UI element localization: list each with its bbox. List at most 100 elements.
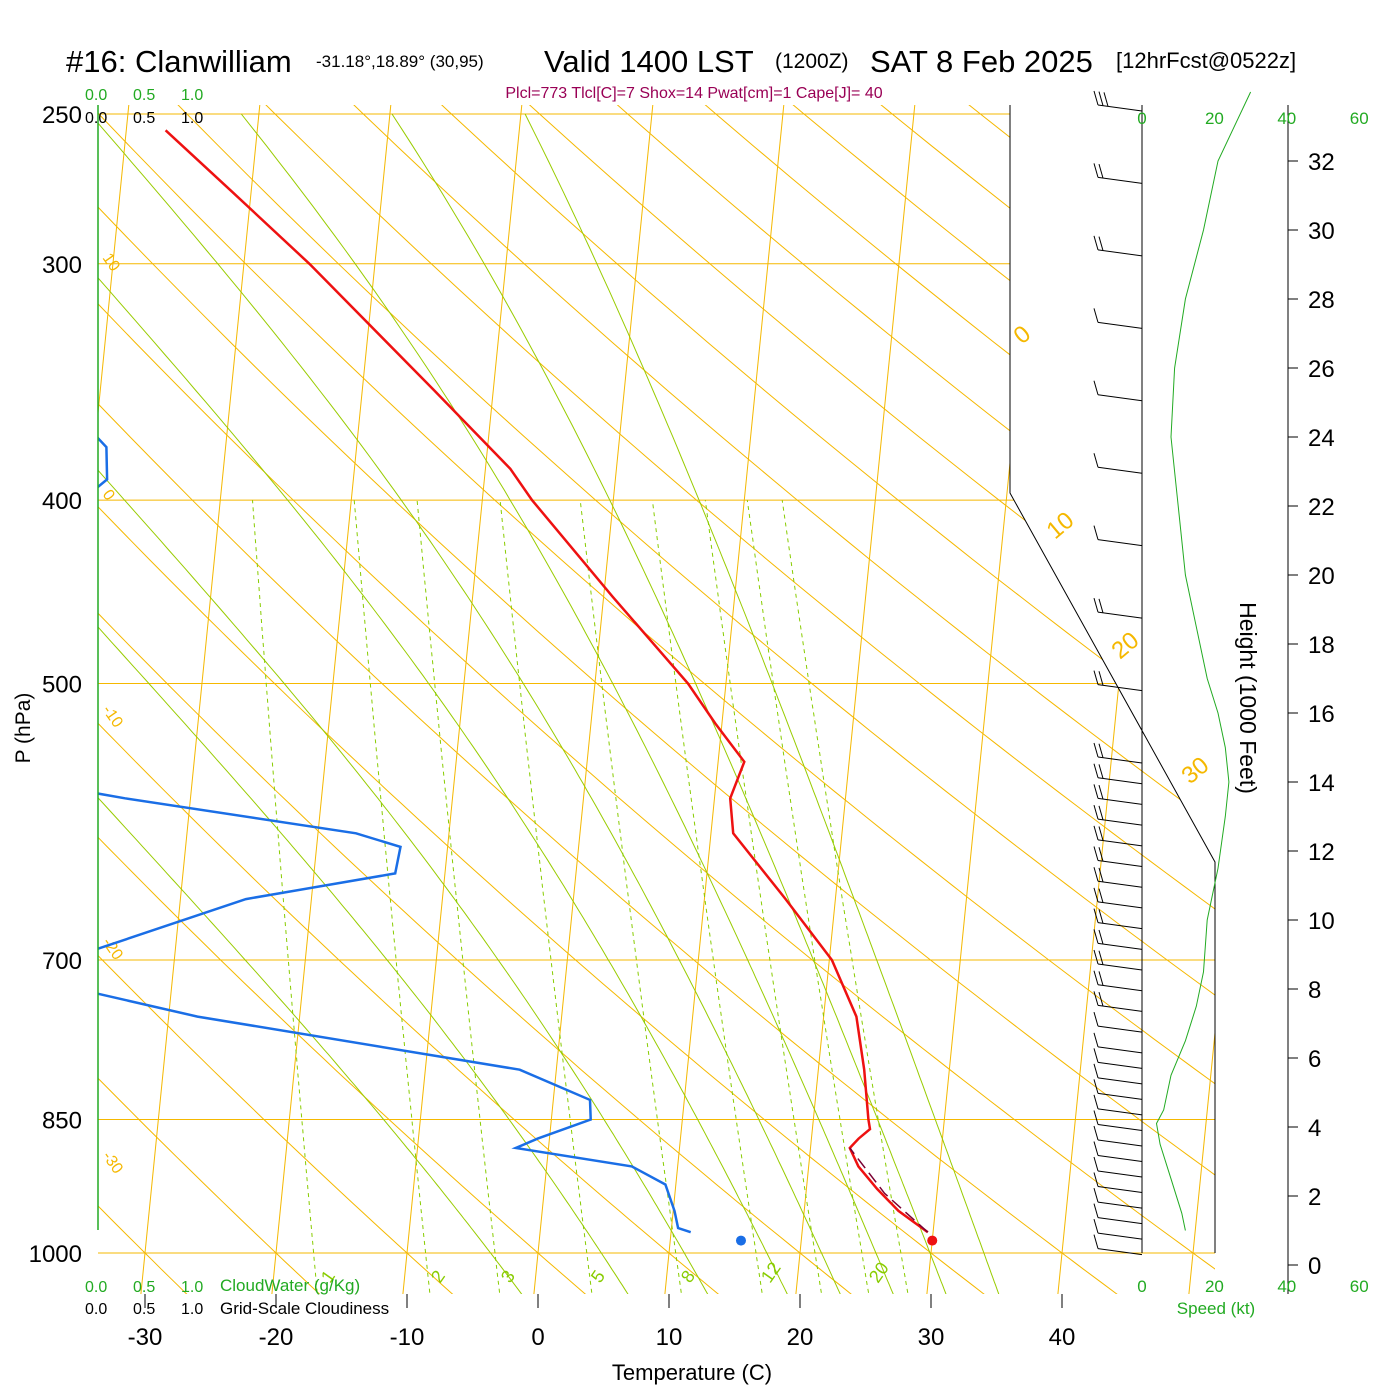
height-axis-title: Height (1000 Feet) — [1235, 602, 1261, 794]
isotherm-label: -20 — [99, 935, 126, 964]
valid-date: SAT 8 Feb 2025 — [870, 44, 1093, 79]
height-tick-label: 8 — [1308, 977, 1321, 1004]
wind-barb — [1097, 963, 1143, 971]
wind-barb — [1097, 922, 1143, 930]
wind-barb-flag — [1098, 671, 1104, 686]
wind-barb — [1097, 1232, 1143, 1240]
wind-barb-flag — [1093, 908, 1099, 923]
wind-barb — [1097, 104, 1143, 112]
temperature-tick-label: -20 — [259, 1324, 294, 1351]
moist-adiabat-line — [98, 113, 717, 1294]
wind-barb — [1097, 1092, 1143, 1100]
wind-barb — [1097, 249, 1143, 257]
forecast-info: [12hrFcst@0522z] — [1116, 48, 1296, 73]
wind-barb — [1097, 1077, 1143, 1085]
dry-adiabat-line — [98, 105, 470, 1294]
wind-barb-flag — [1093, 380, 1099, 395]
wind-barb-flag — [1098, 867, 1104, 883]
cloudwater-tick: 0.5 — [133, 87, 155, 104]
height-tick-label: 12 — [1308, 839, 1335, 866]
y-axis-title: P (hPa) — [12, 693, 35, 764]
wind-barb-flag — [1093, 867, 1099, 882]
wind-barb-flag — [1093, 742, 1099, 758]
isotherm-line — [271, 105, 392, 1294]
wind-barb — [1097, 176, 1143, 184]
wind-barb — [1097, 818, 1143, 826]
wind-barb-flag — [1098, 598, 1104, 613]
dry-adiabat-line — [98, 105, 336, 1294]
adiabat-label: 30 — [1177, 752, 1215, 790]
wind-barb-flag — [1098, 929, 1104, 945]
speed-tick-label: 0 — [1137, 109, 1146, 128]
adiabat-label: 0 — [1009, 320, 1037, 349]
wind-barb-flag — [1093, 1079, 1099, 1094]
speed-tick-label: 40 — [1277, 109, 1296, 128]
wind-barb — [1097, 684, 1143, 692]
height-tick-label: 16 — [1308, 701, 1335, 728]
wind-barb-flag — [1098, 764, 1104, 779]
mixing-ratio-line — [746, 500, 872, 1294]
cloudiness-tick: 1.0 — [181, 1301, 203, 1318]
dry-adiabat-line — [415, 105, 1215, 1294]
wind-barb-flag — [1093, 784, 1099, 799]
cloud-scale-top: 0.0 0.5 1.0 0.0 0.5 1.0 — [85, 87, 203, 127]
mixing-ratio-line — [781, 500, 911, 1294]
pressure-tick-label: 500 — [42, 672, 82, 699]
wind-barb — [1097, 1061, 1143, 1069]
wind-barb-flag — [1098, 950, 1104, 965]
isotherm-line — [1320, 105, 1400, 1294]
height-tick-label: 0 — [1308, 1253, 1321, 1280]
cloudiness-label: Grid-Scale Cloudiness — [220, 1299, 389, 1318]
wind-barb-flag — [1093, 163, 1099, 178]
wind-barb-flag — [1093, 1094, 1099, 1110]
dry-adiabat-line — [98, 105, 737, 1294]
wind-barb-flag — [1093, 804, 1099, 820]
wind-barb-flag — [1093, 1032, 1099, 1047]
wind-barb-flag — [1093, 929, 1099, 944]
wind-barb-flag — [1098, 784, 1104, 800]
adiabat-label: 20 — [1107, 627, 1145, 665]
dry-adiabat-line — [502, 105, 1215, 1294]
wind-barb — [1097, 1025, 1143, 1033]
wind-barb-flag — [1098, 826, 1104, 841]
pressure-tick-label: 250 — [42, 102, 82, 129]
height-tick-label: 6 — [1308, 1046, 1321, 1073]
wind-barb-flag — [1093, 1110, 1099, 1125]
parcel-path-line — [849, 1147, 929, 1233]
isotherm-line — [1057, 105, 1178, 1294]
pressure-tick-label: 1000 — [29, 1241, 82, 1268]
wind-barb — [1097, 539, 1143, 547]
dry-adiabat-line — [98, 105, 603, 1294]
wind-barb-flag — [1093, 597, 1099, 613]
wind-barb-flag — [1093, 453, 1099, 468]
dry-adiabat-line — [98, 105, 1137, 1294]
wind-barb-flag — [1098, 888, 1104, 903]
height-tick-label: 28 — [1308, 287, 1335, 314]
mixing-ratio-line — [499, 500, 595, 1294]
wind-barb-flag — [1093, 763, 1099, 778]
dry-adiabat-line — [153, 105, 1215, 1294]
dry-adiabat-line — [98, 105, 1004, 1294]
wind-barb — [1097, 1123, 1143, 1131]
moist-adiabat-line — [98, 113, 795, 1294]
valid-time: Valid 1400 LST — [544, 44, 754, 79]
wind-barb — [1097, 611, 1143, 619]
wind-speed-line — [1155, 91, 1252, 1231]
wind-barb — [1097, 880, 1143, 888]
wind-barb-flag — [1093, 1141, 1099, 1156]
cloudiness-tick: 0.5 — [133, 110, 155, 127]
mixing-ratio-line — [704, 500, 825, 1294]
wind-barb-flag — [1098, 991, 1104, 1007]
dry-adiabat-line — [328, 105, 1215, 1294]
wind-barb-flag — [1093, 991, 1099, 1006]
isotherm-label: -30 — [99, 1148, 126, 1177]
mixing-ratio-label: 12 — [757, 1258, 785, 1286]
height-tick-label: 26 — [1308, 356, 1335, 383]
isotherm-line — [926, 105, 1047, 1294]
wind-barb-flag — [1098, 847, 1104, 862]
wind-barb-flag — [1093, 825, 1099, 840]
wind-barb-flag — [1093, 235, 1099, 251]
wind-barb-flag — [1093, 1218, 1099, 1234]
wind-barb — [1097, 1170, 1143, 1178]
